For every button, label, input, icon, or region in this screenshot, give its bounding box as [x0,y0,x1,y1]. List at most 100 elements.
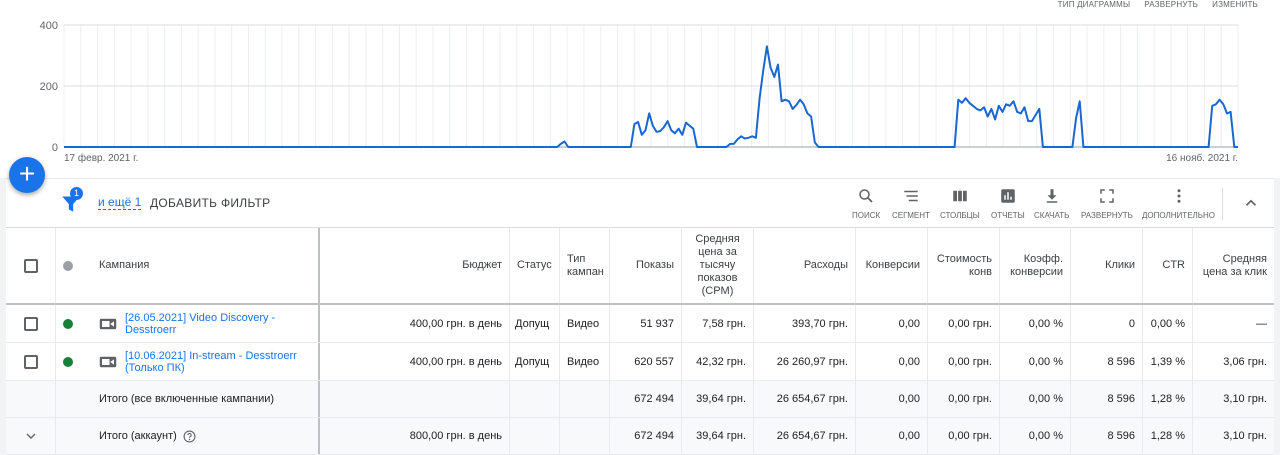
cost-conv-cell: 0,00 грн. [928,305,1000,342]
download-tool[interactable]: СКАЧАТЬ [1034,187,1069,220]
help-icon[interactable] [183,430,196,443]
header-budget[interactable]: Бюджет [320,228,510,303]
chevron-up-icon[interactable] [1242,194,1260,212]
row-checkbox[interactable] [23,354,38,369]
header-campaign[interactable]: Кампания [92,228,320,303]
cost-conv-cell: 0,00 грн. [928,343,1000,380]
avg-cpc-cell: 3,06 грн. [1223,355,1267,368]
header-status[interactable]: Статус [510,228,560,303]
search-icon [859,189,873,203]
header-ctr[interactable]: CTR [1143,228,1193,303]
campaign-name-link[interactable]: [10.06.2021] In-stream - Desstroerr (Тол… [125,349,297,374]
table-row: [26.05.2021] Video Discovery - Desstroer… [6,305,1274,343]
table-row: [10.06.2021] In-stream - Desstroerr (Тол… [6,343,1274,381]
select-all-cell [6,228,56,303]
segment-tool[interactable]: СЕГМЕНТ [892,187,930,220]
cpm-cell: 42,32 грн. [682,343,754,380]
ctr-cell: 0,00 % [1143,305,1193,342]
totals-status [510,418,560,454]
campaign-name-link[interactable]: [26.05.2021] Video Discovery - Desstroer… [125,311,276,336]
conversions-cell: 0,00 [856,305,928,342]
budget-cell[interactable]: 400,00 грн. в день [320,305,510,342]
filter-count-badge: 1 [70,187,83,200]
select-all-checkbox[interactable] [23,258,38,273]
row-status-cell [56,305,92,342]
chart-edit-button[interactable]: ИЗМЕНИТЬ [1212,0,1258,9]
ctr-cell: 1,39 % [1143,343,1193,380]
search-tool[interactable]: ПОИСК [852,187,880,220]
performance-chart: ТИП ДИАГРАММЫ РАЗВЕРНУТЬ ИЗМЕНИТЬ 400 200… [0,0,1280,178]
totals-cost: 26 654,67 грн. [754,381,856,417]
more-vert-icon [1177,189,1181,203]
columns-tool[interactable]: СТОЛБЦЫ [940,187,980,220]
status-cell: Допущ [510,343,560,380]
impressions-cell: 51 937 [610,305,682,342]
header-conv-rate[interactable]: Коэфф. конверсии [1000,228,1071,303]
impressions-cell: 620 557 [610,343,682,380]
totals-clicks: 8 596 [1071,418,1143,454]
status-dot-icon [63,356,73,367]
add-filter-button[interactable]: ДОБАВИТЬ ФИЛЬТР [150,196,271,210]
status-dot-icon [63,318,73,329]
segment-tool-label: СЕГМЕНТ [892,211,930,220]
type-cell: Видео [560,305,610,342]
totals-impressions: 672 494 [610,418,682,454]
table-toolbar: 1 и ещё 1 ДОБАВИТЬ ФИЛЬТР ПОИСК СЕГМЕНТ … [6,178,1274,228]
campaign-cell: [26.05.2021] Video Discovery - Desstroer… [92,305,320,342]
y-tick-label: 400 [40,20,58,32]
line-chart-svg: 400 200 0 17 февр. 2021 г. 16 нояб. 2021 г. [40,20,1239,164]
reports-tool[interactable]: ОТЧЕТЫ [991,187,1025,220]
header-cpm[interactable]: Средняя цена за тысячу показов (CPM) [682,228,754,303]
header-conversions[interactable]: Конверсии [856,228,928,303]
clicks-cell: 0 [1071,305,1143,342]
plus-icon: + [18,158,36,189]
reports-tool-label: ОТЧЕТЫ [991,211,1025,220]
row-status-cell [56,343,92,380]
status-dot-icon [63,260,73,271]
cpm-cell: 7,58 грн. [682,305,754,342]
totals-spacer-cell [56,418,92,454]
reports-icon [1001,189,1015,203]
header-cost-conv[interactable]: Стоимость конв [928,228,1000,303]
video-camera-icon [99,356,117,367]
totals-cost-conv: 0,00 грн. [928,381,1000,417]
chart-type-button[interactable]: ТИП ДИАГРАММЫ [1057,0,1131,9]
add-campaign-button[interactable]: + [9,157,45,193]
columns-icon [953,190,967,202]
totals-budget [320,381,510,417]
totals-row: Итого (все включенные кампании) 672 494 … [6,381,1274,418]
more-tool-label: ДОПОЛНИТЕЛЬНО [1142,211,1216,220]
status-cell: Допущ [510,305,560,342]
avg-cpc-cell: — [1256,317,1267,330]
campaigns-table: Кампания Бюджет Статус Тип кампан Показы… [6,228,1274,455]
search-tool-label: ПОИСК [852,211,881,220]
conv-rate-cell: 0,00 % [1000,343,1071,380]
totals-cost: 26 654,67 грн. [754,418,856,454]
header-clicks[interactable]: Клики [1071,228,1143,303]
totals-cpm: 39,64 грн. [682,381,754,417]
totals-avg-cpc: 3,10 грн. [1223,430,1267,442]
chevron-down-icon[interactable] [23,428,39,444]
row-select-cell [6,343,56,380]
header-type[interactable]: Тип кампан [560,228,610,303]
y-tick-label: 200 [40,81,58,93]
x-start-label: 17 февр. 2021 г. [64,152,138,164]
chart-expand-button[interactable]: РАЗВЕРНУТЬ [1144,0,1199,9]
video-camera-icon [99,318,117,329]
header-cost[interactable]: Расходы [754,228,856,303]
expand-tool[interactable]: РАЗВЕРНУТЬ [1081,187,1133,220]
totals-conversions: 0,00 [856,381,928,417]
y-tick-label: 0 [52,142,58,154]
cost-cell: 393,70 грн. [754,305,856,342]
more-filters-link[interactable]: и ещё 1 [98,195,142,210]
header-avg-cpc[interactable]: Средняя цена за клик [1202,252,1267,278]
row-checkbox[interactable] [23,316,38,331]
budget-cell[interactable]: 400,00 грн. в день [320,343,510,380]
more-tool[interactable]: ДОПОЛНИТЕЛЬНО [1142,187,1215,220]
header-impressions[interactable]: Показы [610,228,682,303]
cost-cell: 26 260,97 грн. [754,343,856,380]
totals-label: Итого (все включенные кампании) [92,381,320,417]
filter-icon[interactable] [58,190,84,216]
series-line [64,45,1238,148]
clicks-cell: 8 596 [1071,343,1143,380]
